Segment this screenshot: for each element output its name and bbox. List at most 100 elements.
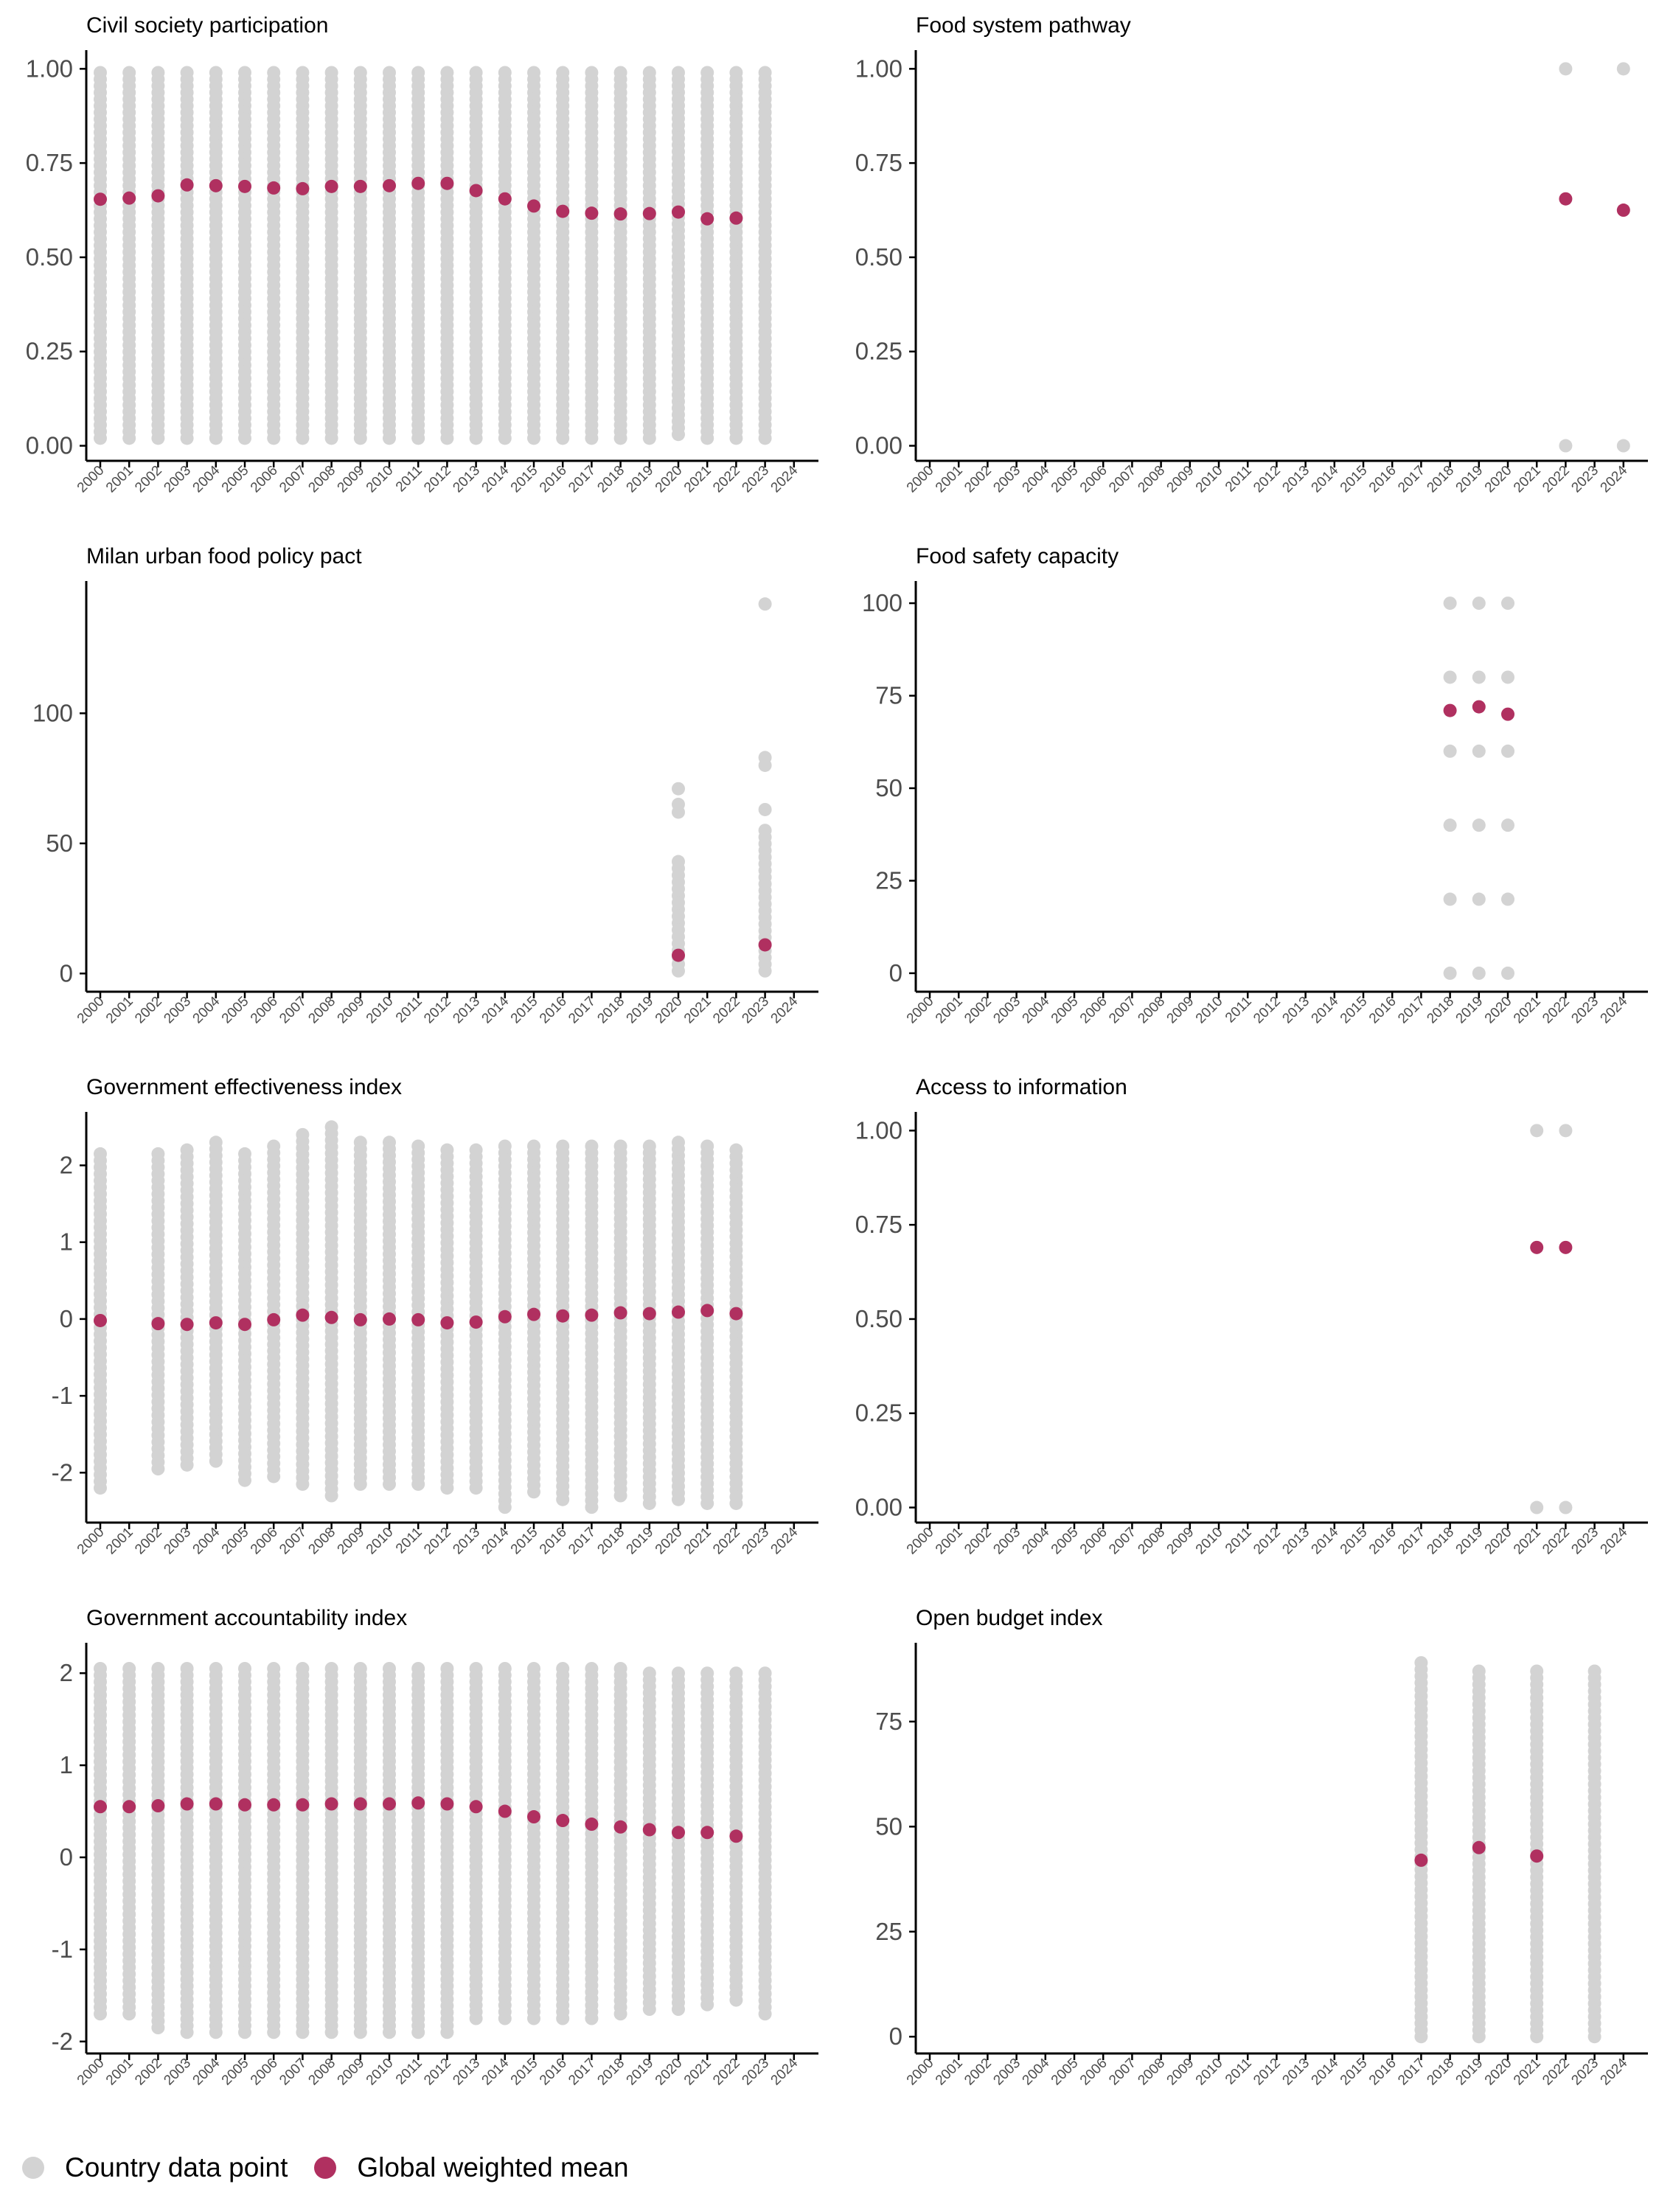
x-tick-label: 2015 bbox=[1338, 2056, 1371, 2089]
global-mean-point bbox=[556, 1309, 570, 1323]
country-data-point bbox=[1559, 439, 1573, 453]
x-tick-label: 2012 bbox=[421, 463, 454, 496]
x-tick-label: 2024 bbox=[1598, 993, 1631, 1026]
x-tick-label: 2013 bbox=[450, 463, 483, 496]
country-data-point bbox=[1472, 670, 1486, 684]
x-tick-label: 2024 bbox=[768, 462, 801, 495]
global-mean-point bbox=[353, 1312, 367, 1326]
global-mean-point bbox=[1501, 707, 1514, 721]
country-data-point bbox=[758, 597, 772, 611]
country-data-point bbox=[700, 1496, 714, 1510]
x-tick-label: 2024 bbox=[768, 1524, 801, 1557]
x-tick-label: 2001 bbox=[103, 994, 136, 1027]
x-tick-label: 2020 bbox=[1482, 994, 1515, 1027]
country-data-point bbox=[1501, 966, 1514, 980]
global-mean-point bbox=[238, 1798, 251, 1812]
country-data-point bbox=[383, 431, 396, 445]
x-tick-label: 2013 bbox=[450, 1525, 483, 1558]
global-mean-point bbox=[498, 1804, 512, 1818]
x-tick-label: 2008 bbox=[305, 994, 338, 1027]
x-tick-label: 2016 bbox=[537, 994, 570, 1027]
x-tick-label: 2015 bbox=[1338, 463, 1371, 496]
y-tick-label: 75 bbox=[875, 1708, 902, 1735]
x-tick-label: 2014 bbox=[479, 2055, 512, 2088]
x-tick-label: 2020 bbox=[1482, 463, 1515, 496]
y-tick-label: 0.00 bbox=[855, 432, 902, 459]
x-tick-label: 2017 bbox=[566, 2056, 599, 2089]
country-data-point bbox=[758, 2007, 772, 2021]
global-mean-point bbox=[94, 1313, 107, 1327]
x-tick-label: 2004 bbox=[190, 462, 223, 495]
y-tick-label: -1 bbox=[52, 1382, 73, 1409]
x-tick-label: 2015 bbox=[1338, 1525, 1371, 1558]
country-data-point bbox=[296, 2025, 310, 2039]
x-tick-label: 2008 bbox=[305, 1525, 338, 1558]
y-tick-label: 0.50 bbox=[855, 243, 902, 271]
mean-points bbox=[94, 1796, 743, 1843]
x-tick-label: 2017 bbox=[1395, 463, 1428, 496]
country-data-point bbox=[527, 2011, 540, 2025]
global-mean-point bbox=[411, 1796, 425, 1810]
global-mean-point bbox=[411, 1312, 425, 1326]
country-data-point bbox=[758, 751, 772, 765]
x-tick-label: 2019 bbox=[1453, 463, 1486, 496]
y-tick-label: 50 bbox=[46, 830, 73, 857]
x-tick-label: 2002 bbox=[132, 2056, 165, 2089]
country-data-point bbox=[758, 431, 772, 445]
x-tick-label: 2010 bbox=[1193, 2056, 1226, 2089]
x-tick-label: 2007 bbox=[276, 2056, 310, 2089]
chart-svg: 0255075200020012002200320042005200620072… bbox=[875, 1643, 1648, 2089]
global-mean-point bbox=[585, 1308, 599, 1322]
country-data-point bbox=[758, 964, 772, 978]
x-tick-label: 2009 bbox=[335, 1525, 368, 1558]
legend-mean-label: Global weighted mean bbox=[357, 2152, 629, 2183]
country-data-point bbox=[180, 431, 194, 445]
country-data-point bbox=[1587, 2030, 1601, 2044]
x-tick-label: 2011 bbox=[393, 2056, 425, 2088]
country-data-point bbox=[527, 431, 540, 445]
y-tick-label: -1 bbox=[52, 1935, 73, 1963]
y-tick-label: 50 bbox=[875, 774, 902, 801]
country-data-point bbox=[238, 431, 251, 445]
country-data-point bbox=[1472, 744, 1486, 758]
country-data-point bbox=[267, 1470, 281, 1484]
x-tick-label: 2019 bbox=[624, 994, 657, 1027]
chart-panel: Government effectiveness index -2 -1 0 1 2 200… bbox=[0, 1062, 830, 1593]
x-tick-label: 2019 bbox=[624, 463, 657, 496]
global-mean-point bbox=[1472, 1840, 1486, 1854]
chart-panel: Access to information 0.00 0.25 0.50 0.75 1.0… bbox=[830, 1062, 1659, 1593]
country-points bbox=[94, 1661, 772, 2039]
global-mean-point bbox=[151, 1799, 165, 1813]
x-tick-label: 2005 bbox=[219, 2056, 252, 2089]
mean-points bbox=[1414, 1840, 1544, 1867]
global-mean-point bbox=[324, 179, 338, 193]
global-mean-point bbox=[94, 192, 107, 206]
x-tick-label: 2008 bbox=[1135, 994, 1168, 1027]
x-tick-label: 2020 bbox=[1482, 2056, 1515, 2089]
country-points bbox=[94, 1120, 743, 1514]
global-mean-point bbox=[383, 1797, 396, 1811]
global-mean-point bbox=[267, 1798, 281, 1812]
x-tick-label: 2020 bbox=[653, 994, 686, 1027]
x-tick-label: 2014 bbox=[479, 1524, 512, 1557]
country-data-point bbox=[672, 797, 685, 811]
country-data-point bbox=[1616, 439, 1630, 453]
x-tick-label: 2003 bbox=[990, 463, 1023, 496]
country-data-point bbox=[585, 2011, 599, 2025]
x-tick-label: 2000 bbox=[74, 463, 108, 496]
global-mean-point bbox=[151, 189, 165, 203]
country-data-point bbox=[1414, 2030, 1428, 2044]
y-tick-label: 0.75 bbox=[855, 1211, 902, 1238]
x-tick-label: 2010 bbox=[364, 994, 397, 1027]
x-tick-label: 2002 bbox=[132, 1525, 165, 1558]
global-mean-point bbox=[1530, 1240, 1544, 1254]
global-mean-point bbox=[642, 206, 656, 220]
country-data-point bbox=[469, 1481, 483, 1495]
country-data-point bbox=[498, 1500, 512, 1514]
x-tick-label: 2003 bbox=[990, 994, 1023, 1027]
global-mean-point bbox=[440, 1316, 454, 1330]
chart-title: Open budget index bbox=[916, 1606, 1103, 1630]
x-tick-label: 2006 bbox=[248, 1525, 281, 1558]
global-mean-point bbox=[613, 1306, 627, 1320]
x-tick-label: 2024 bbox=[768, 2055, 801, 2088]
